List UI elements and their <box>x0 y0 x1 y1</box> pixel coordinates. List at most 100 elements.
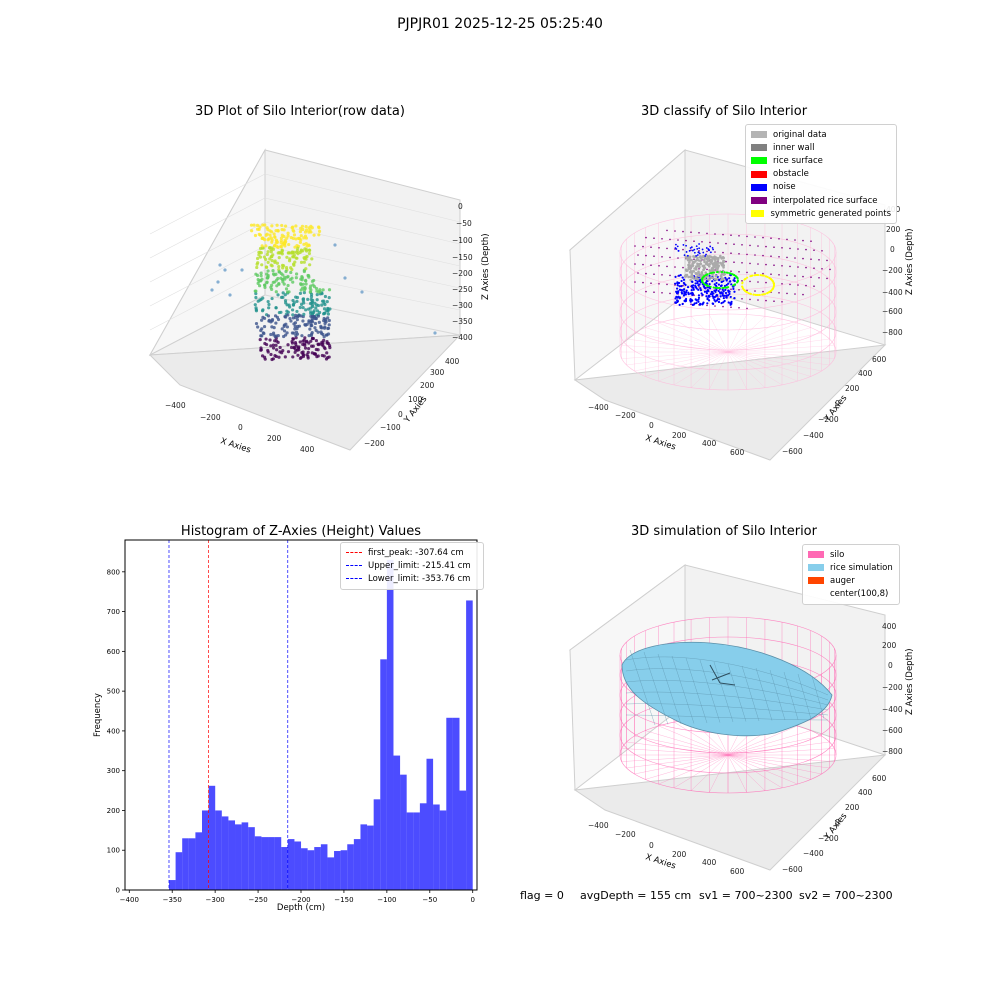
histogram-bar <box>466 600 473 890</box>
classify-y-tick: 400 <box>858 369 873 378</box>
classify-plot-title: 3D classify of Silo Interior <box>640 104 808 119</box>
simulation-rice-surface <box>621 641 833 737</box>
simulation-y-tick: 400 <box>858 788 873 797</box>
histogram-x-ticks: −400 −350 −300 −250 −200 −150 −100 −50 0 <box>120 890 475 904</box>
histogram-x-tick: −250 <box>248 896 267 904</box>
histogram-x-tick: −400 <box>120 896 139 904</box>
simulation-z-tick: −600 <box>882 726 903 735</box>
histogram-y-ticks: 0 100 200 300 400 500 600 700 800 <box>107 568 125 895</box>
raw-x-tick: −200 <box>200 413 221 422</box>
histogram-bar <box>347 844 354 890</box>
histogram-y-tick: 200 <box>107 807 120 815</box>
histogram-bar <box>215 810 222 890</box>
legend-label: Upper_limit: -215.41 cm <box>368 560 471 571</box>
raw-z-axis-label: Z Axies (Depth) <box>481 233 491 300</box>
histogram-legend-item: Lower_limit: -353.76 cm <box>346 572 478 585</box>
legend-label: interpolated rice surface <box>773 195 878 206</box>
legend-label: obstacle <box>773 169 809 180</box>
classify-y-tick: −200 <box>818 415 839 424</box>
histogram-bar <box>380 659 387 890</box>
histogram-bar <box>446 717 453 890</box>
histogram-bar <box>168 880 176 890</box>
histogram-legend-item: Upper_limit: -215.41 cm <box>346 559 478 572</box>
raw-x-tick: 0 <box>238 423 243 432</box>
histogram-bar <box>452 717 460 890</box>
histogram-bar <box>235 824 242 890</box>
legend-label: symmetric generated points <box>770 208 891 219</box>
raw-x-axis-label: X Axies <box>219 436 252 455</box>
histogram-bar <box>367 825 374 890</box>
classify-x-tick: 400 <box>702 439 717 448</box>
raw-data-3d-plot: −400 −200 0 200 400 X Axies −200 −100 0 … <box>148 148 491 456</box>
legend-item: rice surface <box>751 154 891 167</box>
histogram-bar <box>274 837 282 890</box>
raw-x-tick: −400 <box>165 401 186 410</box>
histogram-bars <box>168 559 473 890</box>
histogram-y-tick: 100 <box>107 847 120 855</box>
classify-x-tick: 0 <box>649 421 654 430</box>
histogram-bar <box>413 812 420 890</box>
legend-item: symmetric generated points <box>751 207 891 220</box>
histogram-bar <box>261 837 269 890</box>
raw-plot-title: 3D Plot of Silo Interior(row data) <box>195 104 405 119</box>
histogram-bar <box>406 812 414 890</box>
histogram-bar <box>307 850 315 890</box>
legend-swatch <box>751 144 767 152</box>
classify-z-tick: −200 <box>882 266 903 275</box>
histogram-bar <box>294 841 302 890</box>
classify-x-tick: −400 <box>588 403 609 412</box>
classify-z-axis-label: Z Axies (Depth) <box>905 228 915 295</box>
histogram-bar <box>400 774 407 890</box>
simulation-x-tick: 400 <box>702 858 717 867</box>
histogram-bar <box>373 799 381 890</box>
histogram-bar <box>228 820 236 890</box>
histogram-bar <box>287 839 295 890</box>
classify-silo-wireframe <box>619 213 837 391</box>
classify-x-tick-labels: −400 −200 0 200 400 600 <box>588 403 745 457</box>
classify-legend: original data inner wall rice surface obsta… <box>745 124 897 225</box>
histogram-bar <box>254 836 262 890</box>
histogram-y-tick: 500 <box>107 688 120 696</box>
legend-label: inner wall <box>773 142 815 153</box>
legend-line-swatch <box>346 565 362 567</box>
simulation-z-tick: −200 <box>882 683 903 692</box>
legend-swatch <box>751 210 765 218</box>
simulation-y-tick: 600 <box>872 774 887 783</box>
legend-label: noise <box>773 182 796 193</box>
classify-x-tick: 600 <box>730 448 745 457</box>
simulation-z-tick: −400 <box>882 705 903 714</box>
legend-item: center(100,8) <box>808 588 894 601</box>
legend-swatch <box>751 183 767 191</box>
classify-y-tick-labels: −600 −400 −200 0 200 400 600 <box>782 355 887 456</box>
simulation-y-tick: −200 <box>818 834 839 843</box>
legend-swatch <box>808 577 824 585</box>
classify-x-tick: 200 <box>672 431 687 440</box>
histogram-bar <box>281 847 288 890</box>
status-sv2: sv2 = 700~2300 <box>799 889 893 902</box>
histogram-bar <box>393 755 401 890</box>
legend-label: silo <box>830 549 845 560</box>
histogram-bar <box>188 838 196 890</box>
histogram-bar <box>340 850 348 890</box>
histogram-bar <box>248 827 255 890</box>
classify-y-tick: −600 <box>782 447 803 456</box>
histogram-bar <box>208 785 216 890</box>
raw-x-tick: 400 <box>300 445 315 454</box>
histogram-y-tick: 300 <box>107 767 120 775</box>
legend-label: original data <box>773 129 827 140</box>
legend-label: rice simulation <box>830 562 893 573</box>
raw-x-tick: 200 <box>267 434 282 443</box>
legend-label: center(100,8) <box>830 589 889 600</box>
classify-z-tick: −400 <box>882 288 903 297</box>
raw-z-tick: −50 <box>456 219 472 228</box>
histogram-bar <box>241 822 249 890</box>
legend-item: obstacle <box>751 168 891 181</box>
classify-z-tick: 0 <box>890 245 895 254</box>
histogram-x-tick: −50 <box>422 896 437 904</box>
legend-label: first_peak: -307.64 cm <box>368 547 464 558</box>
classify-y-tick: 600 <box>872 355 887 364</box>
histogram-threshold-lines <box>168 540 289 890</box>
histogram-bar <box>182 838 189 890</box>
simulation-z-tick-labels: 400 200 0 −200 −400 −600 −800 <box>882 622 903 756</box>
histogram-chart: −400 −350 −300 −250 −200 −150 −100 −50 0 0 100 200… <box>93 539 478 913</box>
